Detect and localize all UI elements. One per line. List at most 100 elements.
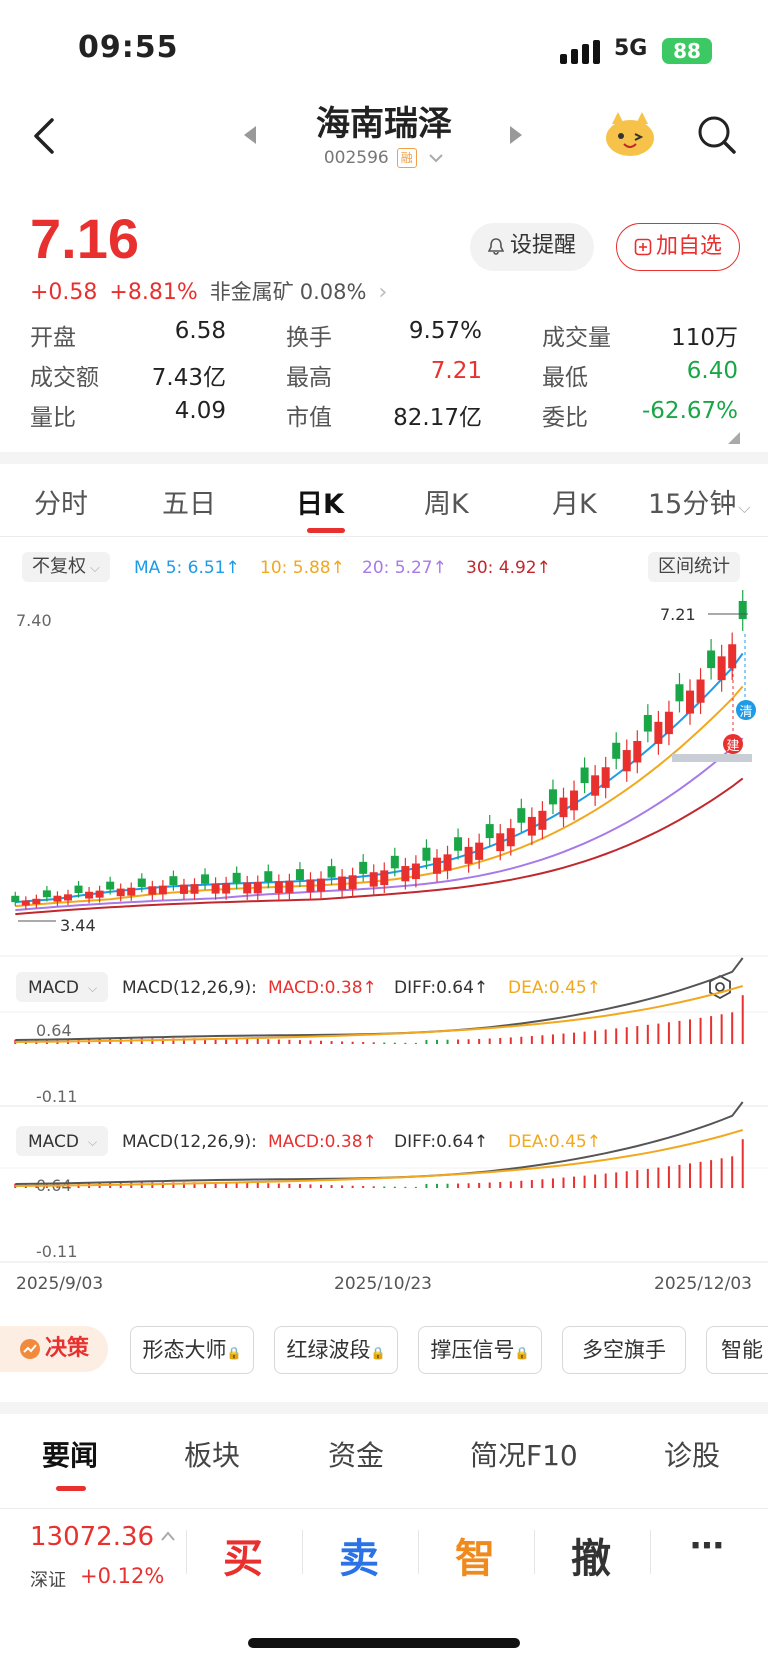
add-watchlist-label: 加自选 (655, 234, 722, 259)
adjust-label: 不复权 (32, 556, 86, 577)
candle-body (243, 882, 252, 894)
macd-selector[interactable] (16, 972, 108, 1002)
chevron-down-icon (429, 154, 443, 163)
candle-body (137, 878, 146, 887)
decision-button[interactable]: 决策 (0, 1326, 108, 1372)
tab-weekly-k[interactable]: 周K (424, 489, 469, 520)
cancel-order-button[interactable]: 撤 (571, 1536, 611, 1582)
dea-value: DEA:0.45↑ (508, 1132, 601, 1152)
sell-button[interactable]: 卖 (339, 1536, 379, 1582)
chevron-up-icon[interactable] (160, 1530, 176, 1542)
sector-pct: 0.08% (299, 280, 367, 304)
tool-support-resistance[interactable]: 撑压信号🔒 (418, 1326, 542, 1374)
candle-body (559, 797, 568, 818)
tab-daily-k[interactable]: 日K (296, 489, 344, 520)
tab-15min[interactable]: 15分钟 ⌵ (648, 482, 751, 521)
stock-name: 海南瑞泽 (316, 104, 452, 144)
smart-button[interactable]: 智 (455, 1536, 495, 1582)
macd-selector-2[interactable] (16, 1126, 108, 1156)
next-stock-icon[interactable] (508, 124, 524, 146)
plus-icon (634, 238, 652, 256)
candle-body (348, 875, 357, 890)
tab-sector[interactable]: 板块 (184, 1439, 241, 1472)
candle-body (359, 861, 368, 874)
add-watchlist-button[interactable]: 加自选 (616, 223, 740, 271)
candle-body (580, 767, 589, 784)
divider (186, 1530, 187, 1574)
buy-button[interactable]: 买 (223, 1536, 263, 1582)
candle-body (527, 816, 536, 836)
stat-label: 成交量 (542, 325, 611, 351)
back-icon[interactable] (30, 116, 58, 156)
macd-chart (14, 957, 744, 1044)
tool-bull-bear-flag[interactable]: 多空旗手 (562, 1326, 686, 1374)
ma5-line (15, 652, 744, 904)
stat-value: 7.43亿 (151, 365, 226, 391)
index-name: 深证 (30, 1570, 66, 1591)
tool-red-green-band[interactable]: 红绿波段🔒 (274, 1326, 398, 1374)
tab-diagnosis[interactable]: 诊股 (664, 1439, 721, 1472)
mascot-icon[interactable] (604, 110, 656, 158)
adjust-selector[interactable]: 不复权 ⌵ (22, 552, 110, 582)
candle-body (591, 775, 600, 796)
stock-code: 002596 (323, 148, 389, 168)
divider (534, 1530, 535, 1574)
range-stats-button[interactable]: 区间统计 (648, 552, 740, 582)
more-button[interactable]: ⋯ (690, 1526, 724, 1566)
stat-value: 9.57% (408, 318, 482, 344)
search-icon[interactable] (696, 114, 738, 156)
kline-chart[interactable] (11, 590, 747, 916)
buy-marker-label: 建 (726, 739, 739, 754)
settings-icon[interactable] (709, 974, 731, 1000)
tool-smart[interactable]: 智能 (706, 1326, 768, 1374)
stat-value: 6.40 (686, 358, 738, 384)
candle-body (201, 874, 210, 884)
candle-body (728, 644, 737, 669)
candle-body (738, 600, 747, 620)
index-value[interactable]: 13072.36 (30, 1522, 155, 1552)
date-mid: 2025/10/23 (334, 1274, 432, 1294)
prev-stock-icon[interactable] (242, 124, 258, 146)
candle-body (285, 880, 294, 893)
news-tab-underline (56, 1486, 86, 1491)
candle-body (232, 872, 241, 883)
candle-body (475, 842, 484, 860)
tool-label: 红绿波段 (286, 1338, 371, 1362)
chevron-right-icon: › (378, 280, 388, 305)
candle-body (696, 679, 705, 703)
candle-body (401, 866, 410, 882)
stat-value: -62.67% (642, 398, 738, 424)
tab-news[interactable]: 要闻 (42, 1439, 99, 1472)
tab-capital[interactable]: 资金 (328, 1439, 385, 1472)
ma10-line (15, 685, 744, 908)
candle-body (643, 714, 652, 732)
stat-value: 82.17亿 (393, 405, 482, 431)
tool-pattern-master[interactable]: 形态大师🔒 (130, 1326, 254, 1374)
tab-five-day[interactable]: 五日 (162, 489, 216, 520)
section-divider (0, 452, 768, 464)
margin-badge: 融 (396, 148, 417, 168)
sell-marker-icon[interactable] (736, 700, 756, 720)
decision-icon (19, 1339, 40, 1359)
high-price-label: 7.21 (660, 605, 696, 624)
stat-value: 6.58 (174, 318, 226, 344)
stat-value: 7.21 (430, 358, 482, 384)
set-alert-button[interactable]: 设提醒 (470, 223, 594, 271)
buy-marker-icon[interactable] (723, 734, 743, 754)
tab-f10[interactable]: 简况F10 (470, 1439, 578, 1472)
tab-monthly-k[interactable]: 月K (552, 489, 597, 520)
macd-axis-top: 0.64 (36, 1021, 72, 1040)
tab-underline (307, 528, 345, 533)
kline-chart-area[interactable]: 7.40 7.21 3.44 清 建 MACD ⌵ MACD(12,26,9):… (0, 590, 768, 1280)
candle-body (127, 887, 136, 896)
macd-selector-label: MACD (28, 1132, 79, 1152)
ma30-label: 30: 4.92↑ (466, 558, 551, 578)
ma10-label: 10: 5.88↑ (260, 558, 345, 578)
tab-intraday[interactable]: 分时 (34, 489, 88, 520)
ma30-line (15, 777, 744, 916)
candle-body (422, 847, 431, 861)
sector-name[interactable]: 非金属矿 (209, 280, 294, 304)
stat-label: 量比 (30, 405, 76, 431)
stock-code-row[interactable]: 002596 融 (0, 148, 768, 168)
candle-body (317, 878, 326, 892)
